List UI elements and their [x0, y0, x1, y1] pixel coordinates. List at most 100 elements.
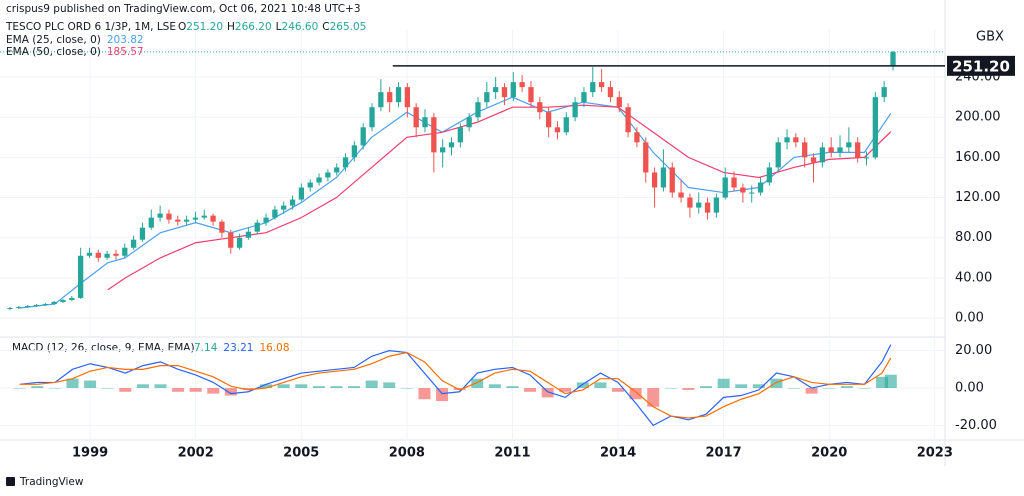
macd-histogram-bar [330, 386, 343, 389]
macd-histogram-bar [136, 384, 149, 389]
candle-body [228, 232, 234, 248]
macd-line [19, 351, 892, 419]
macd-histogram-bar [119, 388, 132, 392]
macd-histogram-bar [66, 378, 79, 389]
candle-body [422, 117, 428, 128]
candle-body [466, 117, 472, 128]
candle-body [210, 215, 216, 222]
candle-body [7, 307, 13, 309]
y-tick-label: 0.00 [955, 311, 984, 326]
x-tick-label: 2002 [178, 446, 214, 461]
candle-body [890, 51, 896, 66]
macd-histogram-bar [629, 388, 642, 400]
macd-histogram-bar [823, 388, 836, 389]
candle-body [281, 205, 287, 210]
candle-body [342, 157, 349, 168]
candle-body [607, 87, 614, 98]
macd-histogram-bar [295, 384, 308, 389]
candle-body [254, 222, 260, 232]
candle-body [810, 157, 817, 163]
macd-histogram-bar [400, 388, 413, 389]
macd-histogram-bar [312, 386, 325, 389]
macd-histogram-bar [207, 388, 220, 394]
macd-histogram-bar [365, 380, 378, 389]
legend-item: 16.08 [259, 342, 289, 354]
macd-histogram-bar [242, 388, 255, 390]
macd-histogram-bar [154, 384, 167, 389]
candle-body [42, 303, 48, 305]
symbol: TESCO PLC ORD 6 1/3P, 1M, LSE [5, 21, 176, 33]
candle-body [828, 147, 834, 153]
candle-body [148, 217, 154, 228]
candle-body [166, 213, 172, 220]
macd-histogram-bar [876, 376, 888, 389]
candle-body [519, 82, 525, 88]
candle-body [757, 182, 764, 193]
candle-body [307, 182, 313, 188]
candle-body [77, 255, 84, 298]
candle-body [236, 237, 243, 248]
macd-histogram-bar [260, 384, 273, 389]
candle-body [16, 306, 22, 308]
candle-body [634, 132, 640, 143]
macd-histogram-bar [594, 382, 607, 389]
macd-histogram-bar [858, 388, 871, 389]
candle-body [387, 92, 393, 103]
macd-histogram-bar [788, 388, 801, 389]
legend-item: H [227, 21, 235, 33]
candle-body [537, 102, 543, 113]
candle-body [157, 213, 163, 218]
candle-body [554, 127, 561, 133]
candle-body [298, 187, 305, 200]
macd-histogram-bar [524, 388, 537, 392]
macd-histogram-bar [453, 388, 466, 390]
legend-item: 203.82 [107, 34, 144, 46]
candle-body [484, 92, 490, 103]
legend-item: 23.21 [223, 342, 253, 354]
candle-body [122, 247, 128, 256]
macd-histogram-bar [752, 384, 765, 389]
candle-body [731, 177, 737, 188]
x-tick-label: 2017 [706, 446, 742, 461]
candle-body [740, 187, 746, 193]
candle-body [334, 167, 340, 173]
x-tick-label: 1999 [72, 446, 108, 461]
macd-histogram-bar [541, 388, 554, 398]
macd-histogram-bar [348, 386, 361, 389]
candle-body [704, 202, 711, 213]
candle-body [369, 107, 375, 128]
macd-legend: 7.14 23.21 16.08 [194, 342, 290, 354]
candle-body [793, 137, 799, 143]
candle-body [775, 142, 781, 168]
legend-item: 251.20 [186, 21, 223, 33]
candle-body [289, 199, 296, 206]
macd-histogram-bar [664, 388, 677, 389]
macd-tick-label: -20.00 [955, 418, 997, 433]
macd-histogram-bar [189, 388, 202, 392]
candle-body [598, 82, 605, 88]
candle-body [245, 231, 252, 238]
candle-body [404, 87, 410, 108]
candle-body [528, 87, 534, 103]
candle-body [25, 305, 31, 307]
x-tick-label: 2023 [917, 446, 953, 461]
legend-item: 266.20 [235, 21, 272, 33]
candle-body [104, 253, 110, 258]
y-tick-label: 80.00 [955, 230, 992, 245]
candle-body [678, 192, 684, 198]
candle-body [802, 142, 808, 158]
candle-body [183, 219, 190, 222]
candle-body [872, 97, 878, 158]
price-label: 251.20 [952, 57, 1010, 75]
macd-histogram-bar [224, 388, 237, 396]
candle-body [651, 172, 658, 188]
candle-body [475, 102, 481, 118]
candle-body [863, 157, 870, 159]
candle-body [272, 209, 278, 218]
publish-note: crispus9 published on TradingView.com, O… [6, 3, 361, 15]
candle-body [687, 197, 693, 208]
candle-body [325, 172, 331, 178]
candle-body [201, 215, 207, 218]
x-tick-label: 2005 [283, 446, 319, 461]
